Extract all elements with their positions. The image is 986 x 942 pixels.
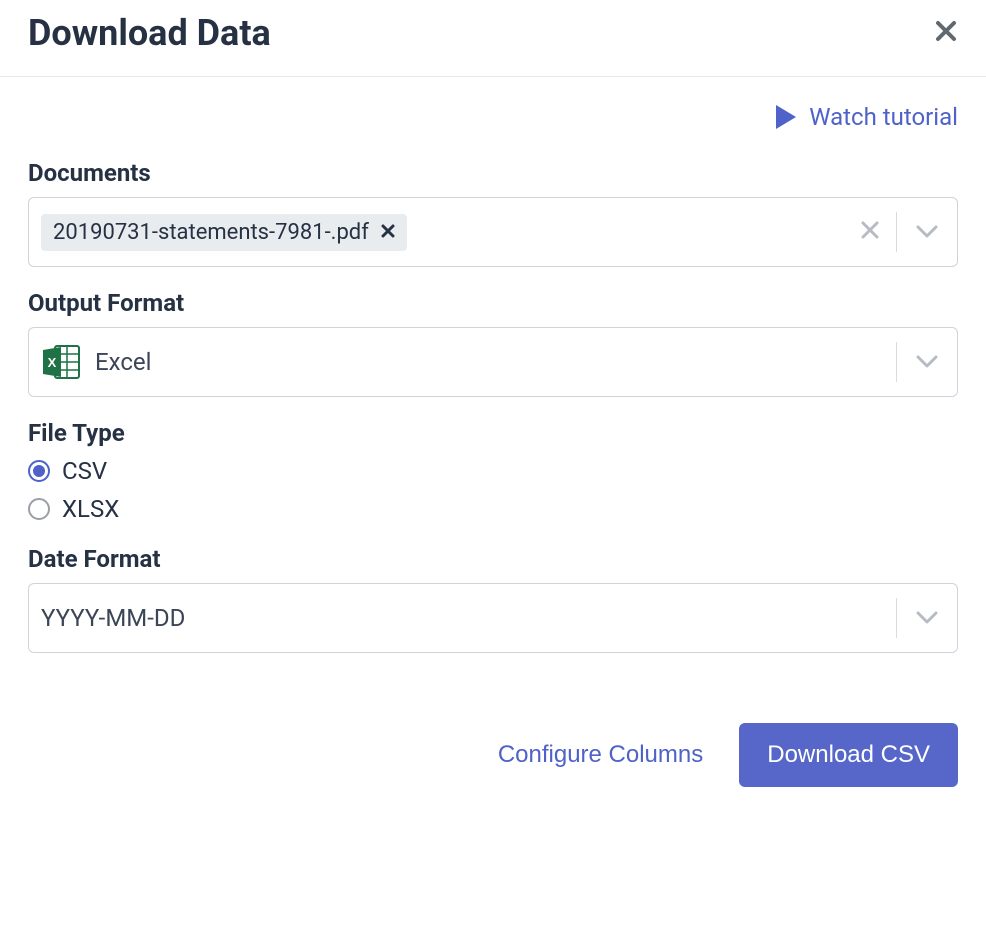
download-data-dialog: Download Data Watch tutorial Documents 2… — [0, 0, 986, 827]
output-format-select[interactable]: X Excel — [28, 327, 958, 397]
play-icon — [775, 104, 797, 130]
tutorial-link-label: Watch tutorial — [809, 103, 958, 131]
tutorial-link-row[interactable]: Watch tutorial — [28, 103, 958, 131]
radio-label: CSV — [62, 457, 107, 485]
radio-label: XLSX — [62, 495, 119, 523]
select-controls — [844, 208, 957, 256]
dialog-header: Download Data — [0, 0, 986, 77]
chevron-down-icon[interactable] — [897, 225, 957, 239]
documents-label: Documents — [28, 159, 958, 187]
document-chip-label: 20190731-statements-7981-.pdf — [53, 220, 369, 245]
download-csv-button[interactable]: Download CSV — [739, 723, 958, 787]
clear-all-icon[interactable] — [844, 217, 896, 247]
configure-columns-button[interactable]: Configure Columns — [498, 741, 703, 769]
excel-icon: X — [41, 342, 81, 382]
radio-icon — [28, 498, 50, 520]
output-format-field: Output Format X Excel — [28, 289, 958, 397]
chip-remove-icon[interactable] — [381, 222, 395, 243]
output-format-value: Excel — [95, 348, 151, 376]
chevron-down-icon[interactable] — [897, 611, 957, 625]
select-controls — [896, 594, 957, 642]
documents-select[interactable]: 20190731-statements-7981-.pdf — [28, 197, 958, 267]
close-icon[interactable] — [934, 19, 958, 48]
dialog-footer: Configure Columns Download CSV — [0, 675, 986, 827]
file-type-field: File Type CSV XLSX — [28, 419, 958, 523]
date-format-field: Date Format YYYY-MM-DD — [28, 545, 958, 653]
output-format-label: Output Format — [28, 289, 958, 317]
file-type-option-xlsx[interactable]: XLSX — [28, 495, 958, 523]
chevron-down-icon[interactable] — [897, 355, 957, 369]
dialog-body: Watch tutorial Documents 20190731-statem… — [0, 77, 986, 653]
select-controls — [896, 338, 957, 386]
document-chip: 20190731-statements-7981-.pdf — [41, 214, 407, 251]
radio-icon — [28, 460, 50, 482]
date-format-label: Date Format — [28, 545, 958, 573]
date-format-value: YYYY-MM-DD — [41, 604, 185, 632]
file-type-radio-group: CSV XLSX — [28, 457, 958, 523]
date-format-select[interactable]: YYYY-MM-DD — [28, 583, 958, 653]
documents-field: Documents 20190731-statements-7981-.pdf — [28, 159, 958, 267]
dialog-title: Download Data — [28, 12, 271, 54]
file-type-option-csv[interactable]: CSV — [28, 457, 958, 485]
file-type-label: File Type — [28, 419, 958, 447]
svg-text:X: X — [48, 355, 57, 370]
